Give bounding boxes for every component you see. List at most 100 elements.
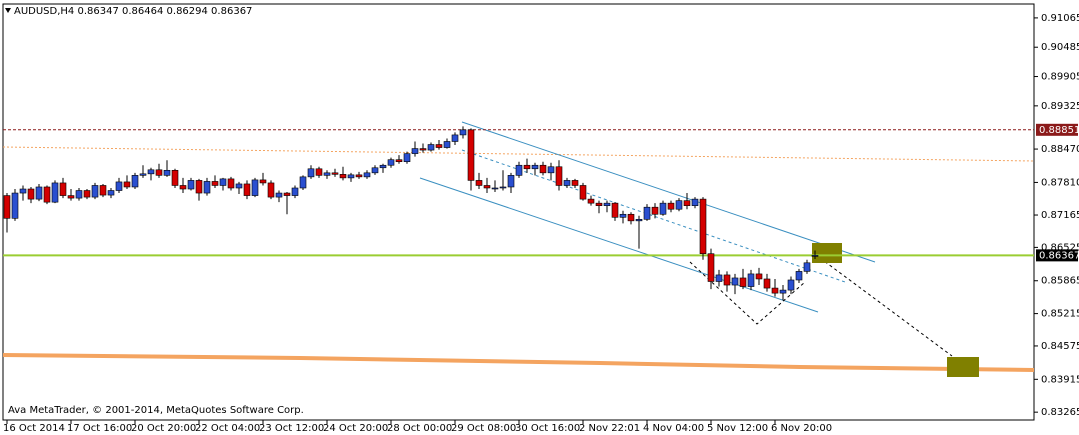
candle-body (331, 172, 339, 175)
candle-body (499, 186, 507, 189)
candle-body (363, 172, 371, 178)
candle-body (179, 185, 187, 190)
candle-body (291, 187, 299, 196)
candle-body (163, 169, 171, 176)
x-tick-label: 20 Oct 20:00 (131, 423, 196, 434)
x-tick-label: 22 Oct 04:00 (195, 423, 260, 434)
candle-body (307, 168, 315, 178)
candle-body (603, 202, 611, 206)
candle-body (19, 188, 27, 194)
x-tick-label: 29 Oct 08:00 (451, 423, 516, 434)
candle-body (683, 200, 691, 206)
candle-body (571, 180, 579, 186)
candle-body (483, 185, 491, 189)
candle-body (155, 169, 163, 176)
candle-body (547, 166, 555, 174)
candle-body (515, 164, 523, 176)
candle-body (355, 174, 363, 178)
x-tick-label: 23 Oct 12:00 (259, 423, 324, 434)
candle-body (627, 213, 635, 222)
candle-body (11, 192, 19, 219)
candle-body (275, 192, 283, 198)
y-tick-label: 0.88470 (1041, 144, 1079, 155)
candle-body (739, 277, 747, 287)
candle-body (563, 180, 571, 186)
candle-body (771, 287, 779, 294)
candle-body (147, 169, 155, 175)
candle-body (443, 141, 451, 148)
candle-body (691, 198, 699, 206)
candle-body (339, 174, 347, 179)
candle-body (267, 182, 275, 198)
candle-body (619, 213, 627, 218)
candle-body (531, 164, 539, 170)
candle-body (659, 202, 667, 215)
candle-body (699, 198, 707, 255)
candle-body (83, 190, 91, 198)
y-tick-label: 0.87810 (1041, 177, 1079, 188)
price-label: 0.86367 (1039, 250, 1079, 261)
y-tick-label: 0.90485 (1041, 42, 1079, 53)
candle-body (171, 169, 179, 186)
candle-body (203, 181, 211, 194)
candle-body (595, 202, 603, 206)
candle-body (259, 179, 267, 184)
candle-body (427, 144, 435, 151)
candle-body (675, 200, 683, 210)
candle-body (27, 188, 35, 200)
candle-body (251, 179, 259, 196)
chart-title: AUDUSD,H4 0.86347 0.86464 0.86294 0.8636… (14, 6, 252, 17)
x-tick-label: 24 Oct 20:00 (323, 423, 388, 434)
x-tick-label: 30 Oct 16:00 (515, 423, 580, 434)
target-box (812, 243, 842, 263)
candle-body (651, 206, 659, 215)
candle-body (763, 278, 771, 289)
candle-body (755, 273, 763, 280)
y-tick-label: 0.83915 (1041, 374, 1079, 385)
channel-upper (461, 121, 876, 263)
y-tick-label: 0.89325 (1041, 101, 1079, 112)
candle-body (283, 192, 291, 196)
x-tick-label: 16 Oct 2014 (3, 423, 65, 434)
candle-body (403, 153, 411, 163)
candle-body (99, 185, 107, 196)
candle-body (91, 185, 99, 198)
x-tick-label: 28 Oct 00:00 (387, 423, 452, 434)
y-tick-label: 0.91065 (1041, 13, 1079, 24)
plot-frame (2, 3, 1035, 421)
x-tick-label: 5 Nov 12:00 (707, 423, 768, 434)
candle-body (611, 202, 619, 218)
candle-body (587, 198, 595, 204)
candle-body (299, 176, 307, 189)
candle-body (507, 175, 515, 188)
candle-body (3, 195, 11, 219)
candle-body (315, 168, 323, 176)
channel-lower (419, 177, 819, 313)
candle-body (395, 159, 403, 163)
candle-body (235, 183, 243, 189)
y-tick-label: 0.87165 (1041, 210, 1079, 221)
candle-body (243, 183, 251, 196)
ma-line-thick (2, 353, 1035, 372)
y-tick-label: 0.85215 (1041, 309, 1079, 320)
candle-body (795, 271, 803, 281)
candle-body (803, 262, 811, 272)
candle-body (747, 273, 755, 287)
y-tick-label: 0.89905 (1041, 72, 1079, 83)
candle-body (475, 180, 483, 186)
x-tick-label: 4 Nov 04:00 (643, 423, 704, 434)
candle-body (67, 195, 75, 199)
y-tick-label: 0.85865 (1041, 276, 1079, 287)
candle-body (491, 187, 499, 190)
candle-body (131, 175, 139, 188)
candle-body (707, 253, 715, 282)
candle-body (227, 178, 235, 189)
candle-body (667, 202, 675, 210)
candle-body (43, 186, 51, 203)
x-tick-label: 2 Nov 22:01 (579, 423, 640, 434)
candle-body (59, 182, 67, 196)
channel-mid (461, 149, 846, 283)
candle-body (115, 181, 123, 191)
candle-body (539, 164, 547, 174)
candle-body (379, 164, 387, 169)
